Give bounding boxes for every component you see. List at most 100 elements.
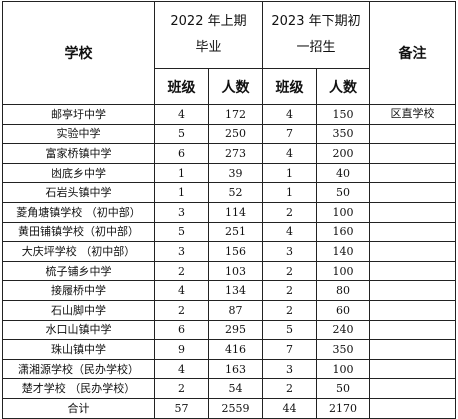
note-cell <box>369 339 456 360</box>
people-2023-cell: 100 <box>316 358 370 380</box>
classes-2022-cell: 2 <box>154 378 209 399</box>
people-2023-cell: 100 <box>316 260 370 282</box>
people-2023-cell: 50 <box>316 378 370 399</box>
note-cell <box>369 241 456 262</box>
table-row: 菱角塘镇学校 （初中部） 3 114 2 100 <box>2 201 456 223</box>
classes-2022-cell: 3 <box>154 201 209 223</box>
header-classes-2022: 班级 <box>154 68 209 105</box>
table-row: 富家桥镇中学 6 273 4 200 <box>2 143 456 164</box>
table-row: 黄田铺镇学校（初中部） 5 251 4 160 <box>2 221 456 243</box>
people-2023-cell: 2170 <box>316 397 370 419</box>
header-2023: 2023 年下期初 一招生 <box>262 1 370 69</box>
header-2022: 2022 年上期 毕业 <box>154 1 263 69</box>
people-2023-cell: 140 <box>316 241 370 262</box>
people-2022-cell: 114 <box>208 201 263 223</box>
header-row-2: 班级 人数 班级 人数 <box>3 68 456 105</box>
header-note: 备注 <box>369 1 456 105</box>
school-cell: 珠山镇中学 <box>2 339 155 360</box>
classes-2023-cell: 2 <box>262 280 317 301</box>
school-cell: 接履桥中学 <box>2 280 155 301</box>
note-cell <box>369 319 456 341</box>
classes-2022-cell: 5 <box>154 221 209 243</box>
people-2022-cell: 251 <box>208 221 263 243</box>
people-2023-cell: 240 <box>316 319 370 341</box>
people-2022-cell: 172 <box>208 104 263 125</box>
note-cell: 区直学校 <box>369 104 456 125</box>
people-2022-cell: 156 <box>208 241 263 262</box>
classes-2023-cell: 2 <box>262 201 317 223</box>
people-2023-cell: 150 <box>316 104 370 125</box>
people-2022-cell: 416 <box>208 339 263 360</box>
people-2023-cell: 80 <box>316 280 370 301</box>
classes-2022-cell: 4 <box>154 358 209 380</box>
note-cell <box>369 378 456 399</box>
school-cell: 凼底乡中学 <box>2 162 155 184</box>
classes-2022-cell: 4 <box>154 104 209 125</box>
table-row: 实验中学 5 250 7 350 <box>2 123 456 145</box>
classes-2022-cell: 2 <box>154 260 209 282</box>
people-2022-cell: 134 <box>208 280 263 301</box>
table-row: 接履桥中学 4 134 2 80 <box>2 280 456 301</box>
classes-2022-cell: 57 <box>154 397 209 419</box>
classes-2023-cell: 1 <box>262 182 317 203</box>
school-cell: 潇湘源学校（民办学校） <box>2 358 155 380</box>
classes-2023-cell: 1 <box>262 162 317 184</box>
header-school: 学校 <box>2 1 155 105</box>
total-row: 合计 57 2559 44 2170 <box>2 397 456 419</box>
classes-2023-cell: 4 <box>262 104 317 125</box>
classes-2023-cell: 4 <box>262 221 317 243</box>
people-2023-cell: 60 <box>316 299 370 321</box>
table-row: 石岩头镇中学 1 52 1 50 <box>2 182 456 203</box>
header-2023-line2: 一招生 <box>296 40 336 55</box>
table-row: 潇湘源学校（民办学校） 4 163 3 100 <box>2 358 456 380</box>
header-2022-line2: 毕业 <box>195 40 222 55</box>
classes-2023-cell: 5 <box>262 319 317 341</box>
header-row-1: 学校 2022 年上期 毕业 2023 年下期初 一招生 备注 <box>2 1 456 105</box>
header-people-2023: 人数 <box>316 68 370 105</box>
table-row: 水口山镇中学 6 295 5 240 <box>2 319 456 341</box>
classes-2023-cell: 4 <box>262 143 317 164</box>
note-cell <box>369 299 456 321</box>
people-2023-cell: 50 <box>316 182 370 203</box>
classes-2023-cell: 3 <box>262 241 317 262</box>
people-2023-cell: 40 <box>316 162 370 184</box>
note-cell <box>369 123 456 145</box>
school-cell: 合计 <box>2 397 155 419</box>
classes-2023-cell: 2 <box>262 378 317 399</box>
people-2023-cell: 100 <box>316 201 370 223</box>
note-cell <box>369 280 456 301</box>
table-row: 楚才学校 （民办学校） 2 54 2 50 <box>2 378 456 399</box>
people-2022-cell: 52 <box>208 182 263 203</box>
note-cell <box>369 221 456 243</box>
classes-2022-cell: 3 <box>154 241 209 262</box>
people-2023-cell: 350 <box>316 339 370 360</box>
people-2022-cell: 250 <box>208 123 263 145</box>
people-2022-cell: 273 <box>208 143 263 164</box>
people-2022-cell: 295 <box>208 319 263 341</box>
people-2022-cell: 54 <box>208 378 263 399</box>
note-cell <box>369 182 456 203</box>
school-cell: 黄田铺镇学校（初中部） <box>2 221 155 243</box>
classes-2022-cell: 6 <box>154 319 209 341</box>
people-2023-cell: 350 <box>316 123 370 145</box>
classes-2023-cell: 2 <box>262 299 317 321</box>
header-classes-2023: 班级 <box>262 68 317 105</box>
table-row: 大庆坪学校 （初中部） 3 156 3 140 <box>2 241 456 262</box>
people-2023-cell: 200 <box>316 143 370 164</box>
school-cell: 水口山镇中学 <box>2 319 155 341</box>
table-row: 凼底乡中学 1 39 1 40 <box>2 162 456 184</box>
note-cell <box>369 260 456 282</box>
school-cell: 富家桥镇中学 <box>2 143 155 164</box>
school-cell: 楚才学校 （民办学校） <box>2 378 155 399</box>
header-people-2022: 人数 <box>208 68 263 105</box>
classes-2022-cell: 2 <box>154 299 209 321</box>
table-row: 邮亭圩中学 4 172 4 150 区直学校 <box>2 104 456 125</box>
classes-2022-cell: 6 <box>154 143 209 164</box>
school-cell: 邮亭圩中学 <box>2 104 155 125</box>
classes-2023-cell: 7 <box>262 123 317 145</box>
note-cell <box>369 397 456 419</box>
people-2023-cell: 160 <box>316 221 370 243</box>
note-cell <box>369 143 456 164</box>
